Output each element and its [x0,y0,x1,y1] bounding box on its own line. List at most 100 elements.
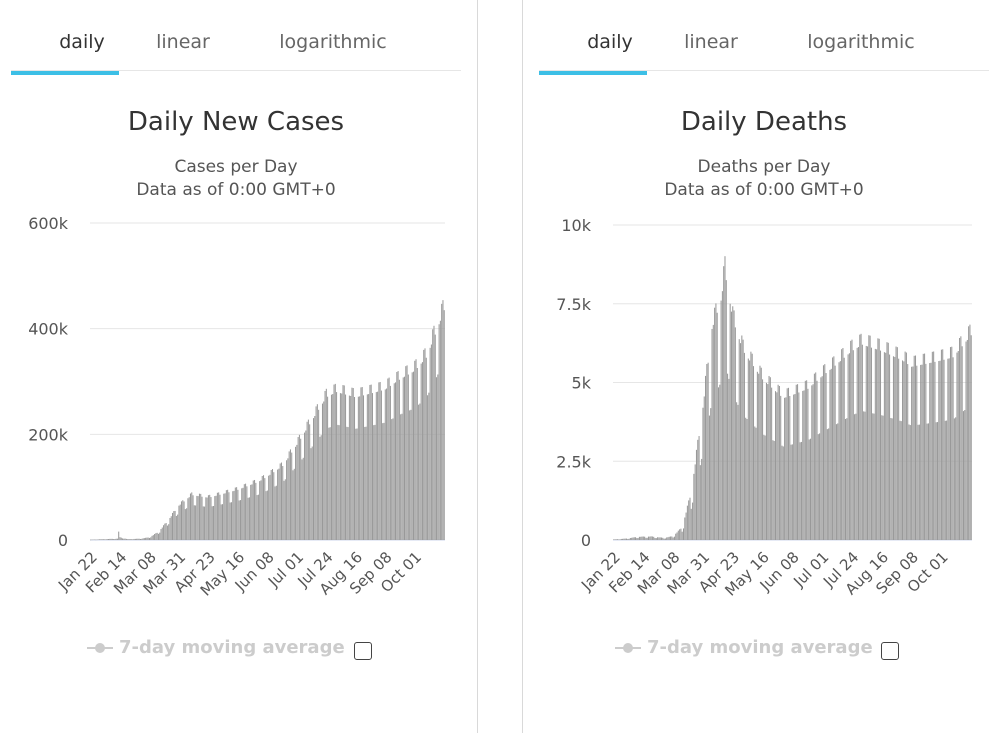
bar[interactable] [125,538,127,540]
bar[interactable] [759,365,761,540]
bar[interactable] [701,458,703,540]
bar[interactable] [346,426,348,540]
bar[interactable] [403,376,406,540]
bar[interactable] [671,536,673,540]
bar[interactable] [762,379,764,540]
bar[interactable] [357,396,359,540]
bar[interactable] [813,373,815,540]
bar[interactable] [863,411,865,540]
bar[interactable] [666,537,668,540]
bar[interactable] [724,256,726,540]
bar[interactable] [614,539,616,540]
bar[interactable] [659,537,661,540]
bar[interactable] [803,390,805,541]
bar[interactable] [266,490,268,540]
bar[interactable] [857,347,859,540]
bar[interactable] [239,500,241,540]
bar[interactable] [632,537,634,540]
bar[interactable] [307,419,309,540]
bar[interactable] [179,504,181,540]
bar[interactable] [917,424,919,540]
bar[interactable] [232,491,234,540]
bar[interactable] [854,414,856,540]
bar[interactable] [846,418,848,540]
bar[interactable] [124,538,126,540]
bar[interactable] [799,442,801,540]
bar[interactable] [768,375,770,540]
bar[interactable] [298,434,300,540]
bar[interactable] [211,506,213,540]
bar[interactable] [650,536,652,540]
bar[interactable] [213,506,215,540]
tab-linear[interactable]: linear [684,31,738,53]
bar[interactable] [228,492,230,540]
bar[interactable] [397,371,399,540]
bar[interactable] [887,342,889,540]
bar[interactable] [947,358,949,540]
bar[interactable] [720,300,722,540]
bar[interactable] [934,361,936,540]
bar[interactable] [332,394,334,540]
moving-average-legend[interactable]: 7-day moving average [87,635,345,661]
bar[interactable] [850,340,852,540]
bar[interactable] [439,320,441,540]
bar[interactable] [242,487,244,540]
bar[interactable] [164,523,166,540]
bar[interactable] [420,363,422,540]
bar[interactable] [970,335,972,540]
bar[interactable] [306,421,308,540]
bar[interactable] [387,378,389,540]
bar[interactable] [168,524,170,540]
bar[interactable] [673,536,675,540]
bar[interactable] [743,352,745,540]
bar[interactable] [819,433,821,540]
bar[interactable] [817,434,819,540]
bar[interactable] [380,390,382,540]
bar[interactable] [956,352,958,540]
bar[interactable] [172,512,174,540]
bar[interactable] [371,393,373,540]
bar[interactable] [904,351,906,540]
bar[interactable] [763,434,765,540]
bar[interactable] [896,347,898,540]
bar[interactable] [173,511,175,540]
bar[interactable] [246,486,248,540]
bar[interactable] [881,415,883,540]
bar[interactable] [918,424,920,540]
bar[interactable] [775,391,777,540]
bar[interactable] [180,501,183,540]
bar[interactable] [795,384,797,540]
bar[interactable] [943,359,945,540]
bar[interactable] [342,385,344,540]
bar[interactable] [961,346,963,540]
bar[interactable] [764,435,766,540]
bar[interactable] [778,385,780,540]
bar[interactable] [670,536,672,540]
bar[interactable] [677,530,679,540]
bar[interactable] [115,538,117,540]
bar[interactable] [327,396,329,540]
bar[interactable] [184,509,186,540]
bar[interactable] [163,525,165,540]
bar[interactable] [703,396,705,540]
bar[interactable] [106,539,108,540]
bar[interactable] [806,380,808,540]
bar[interactable] [688,500,690,540]
bar[interactable] [406,365,408,540]
bar[interactable] [391,419,393,540]
bar[interactable] [274,486,276,540]
bar[interactable] [882,415,884,540]
bar[interactable] [885,352,887,540]
bar[interactable] [284,479,286,540]
moving-average-checkbox[interactable] [354,642,372,660]
bar[interactable] [679,529,681,540]
bar[interactable] [692,502,694,540]
bar[interactable] [686,505,688,540]
bar[interactable] [751,353,753,540]
bar[interactable] [892,356,894,540]
bar[interactable] [224,493,226,540]
bar[interactable] [183,501,185,540]
bar[interactable] [625,538,628,540]
bar[interactable] [868,335,870,540]
bar[interactable] [300,438,302,540]
